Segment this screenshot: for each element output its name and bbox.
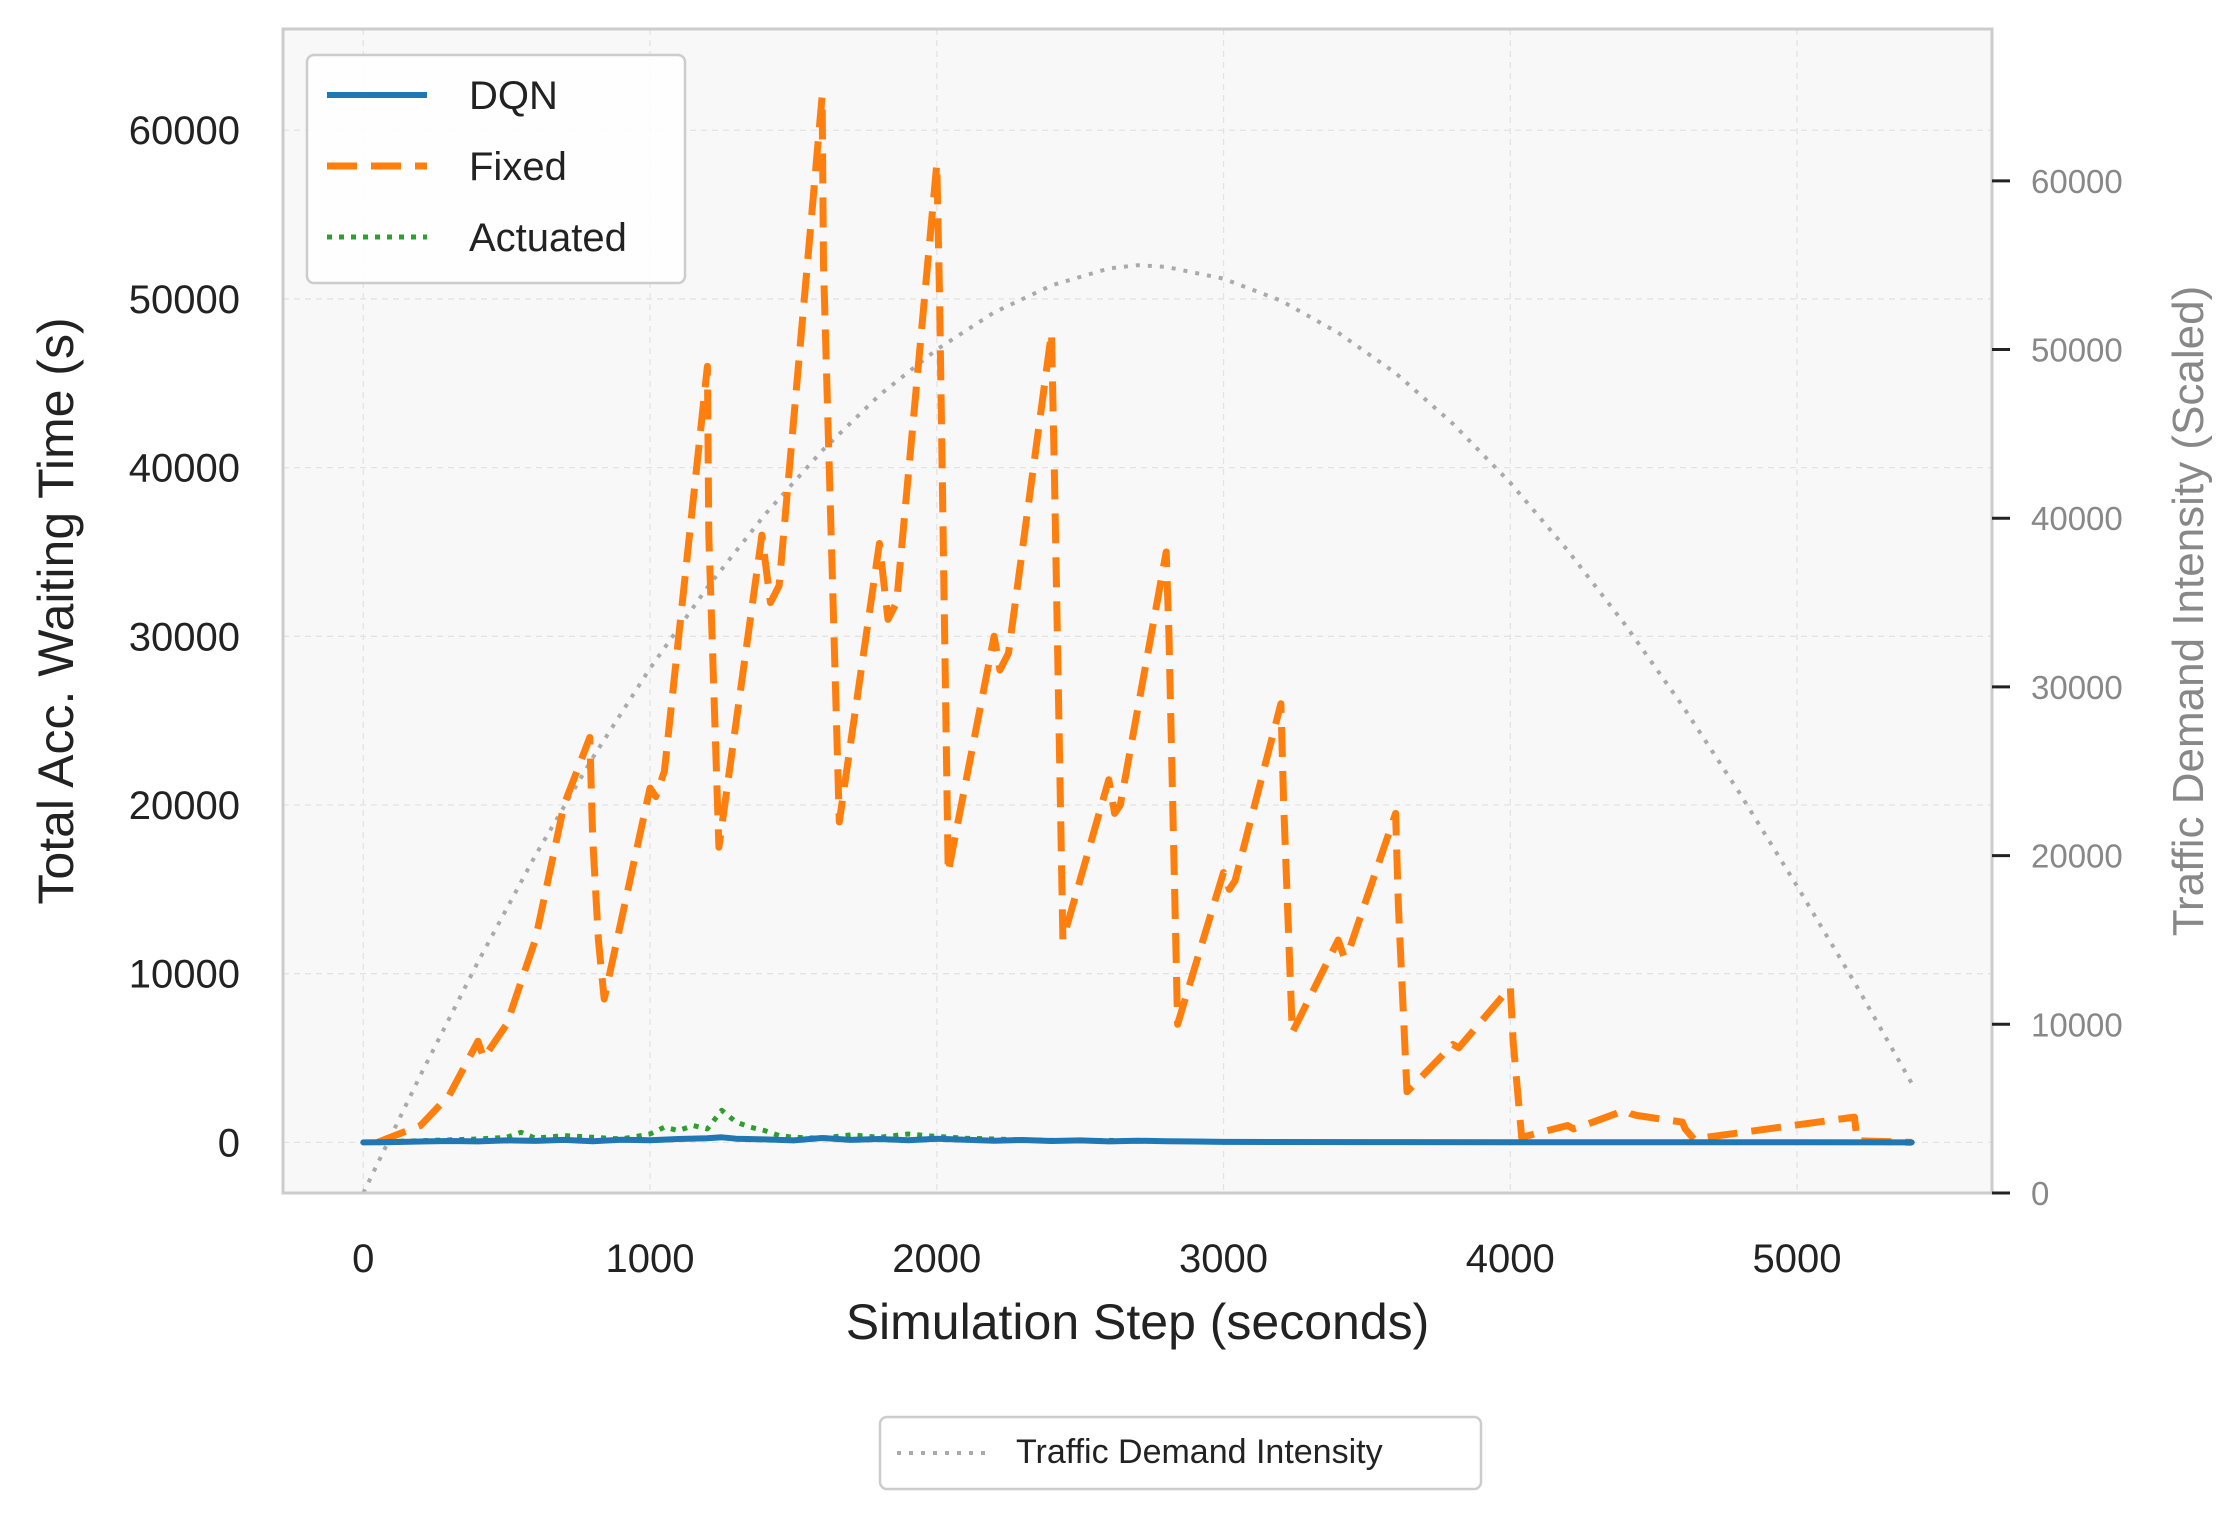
x-tick-label: 4000	[1466, 1237, 1555, 1281]
y2-tick-label: 50000	[2031, 332, 2123, 369]
secondary-legend-box	[878, 1415, 1483, 1491]
legend-box	[305, 53, 687, 285]
series-lines	[360, 93, 1915, 1194]
y-tick-label: 20000	[129, 784, 240, 828]
y-tick-label: 40000	[129, 447, 240, 491]
secondary-legend-label[interactable]: Traffic Demand Intensity	[1016, 1433, 1383, 1471]
y-tick-label: 60000	[129, 109, 240, 153]
secondary-legend[interactable]: Traffic Demand Intensity	[878, 1415, 1483, 1491]
x-axis-title: Simulation Step (seconds)	[846, 1294, 1430, 1350]
y2-tick-label: 40000	[2031, 500, 2123, 537]
x-tick-label: 3000	[1179, 1237, 1268, 1281]
y2-tick-label: 20000	[2031, 838, 2123, 875]
y2-tick-label: 0	[2031, 1175, 2049, 1212]
x-tick-label: 2000	[892, 1237, 981, 1281]
x-tick-label: 1000	[606, 1237, 695, 1281]
series-line-traffic-demand-intensity	[361, 263, 1914, 1194]
legend-label-fixed[interactable]: Fixed	[469, 145, 567, 189]
x-tick-label: 0	[352, 1237, 374, 1281]
series-line-fixed	[376, 93, 1912, 1146]
axes: 0 1000 2000 3000 4000 50000100002000030000400…	[129, 27, 2123, 1281]
legend[interactable]: DQN Fixed Actuated	[305, 53, 687, 285]
series-line-dqn	[360, 1134, 1915, 1146]
y-axis-title: Total Acc. Waiting Time (s)	[28, 317, 84, 904]
y-tick-label: 50000	[129, 278, 240, 322]
y-tick-label: 30000	[129, 615, 240, 659]
y2-axis-title: Traffic Demand Intensity (Scaled)	[2164, 286, 2213, 936]
x-tick-label: 5000	[1753, 1237, 1842, 1281]
y2-tick-label: 60000	[2031, 163, 2123, 200]
y2-tick-label: 30000	[2031, 669, 2123, 706]
y-tick-label: 10000	[129, 953, 240, 997]
y-tick-label: 0	[218, 1121, 240, 1165]
legend-label-actuated[interactable]: Actuated	[469, 216, 627, 260]
y2-tick-label: 10000	[2031, 1006, 2123, 1043]
plot-frame	[281, 27, 1994, 1195]
legend-label-dqn[interactable]: DQN	[469, 74, 558, 118]
